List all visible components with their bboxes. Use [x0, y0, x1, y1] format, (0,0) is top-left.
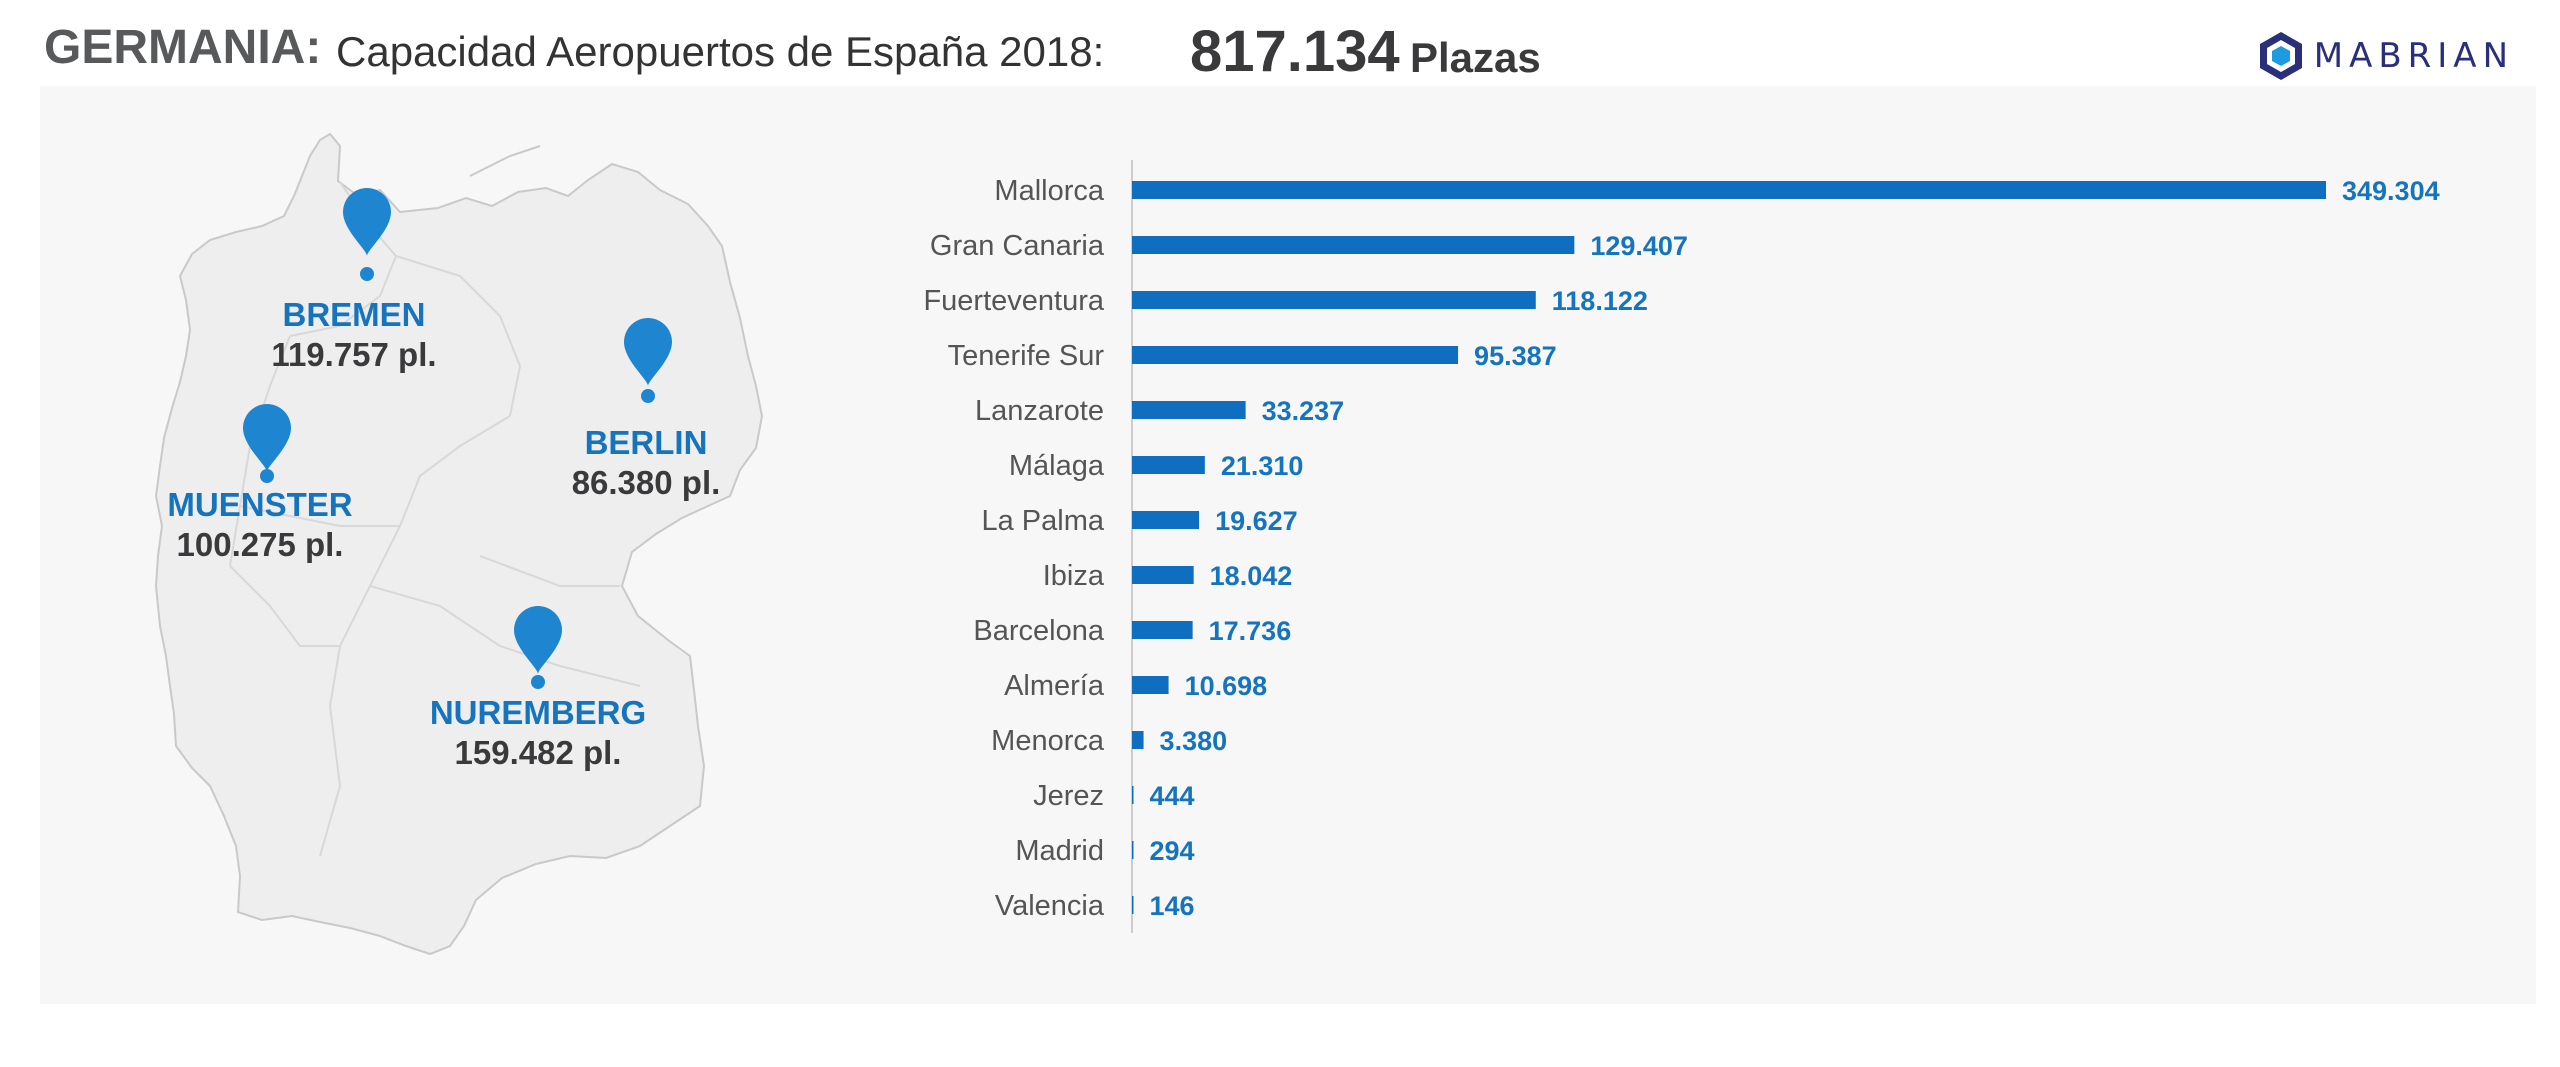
total-capacity: 817.134 [1190, 19, 1400, 84]
total-unit: Plazas [1410, 34, 1541, 81]
category-label: Gran Canaria [930, 230, 1105, 262]
data-label: 3.380 [1160, 726, 1228, 756]
category-label: Menorca [991, 725, 1105, 757]
bar [1132, 566, 1194, 584]
city-name: MUENSTER [167, 486, 353, 523]
bar [1132, 621, 1193, 639]
data-label: 444 [1150, 781, 1195, 811]
data-label: 17.736 [1209, 616, 1292, 646]
city-capacity: 119.757 pl. [271, 336, 437, 373]
germany-outline [154, 132, 764, 956]
city-capacity: 86.380 pl. [571, 464, 721, 501]
germany-map: BREMEN 119.757 pl. BERLIN 86.380 pl. MUE… [40, 86, 800, 1004]
data-label: 294 [1150, 836, 1195, 866]
data-label: 95.387 [1474, 341, 1557, 371]
category-label: Ibiza [1043, 560, 1105, 592]
bar [1132, 511, 1200, 529]
bar [1132, 456, 1205, 474]
category-label: Fuerteventura [923, 285, 1104, 317]
category-label: Barcelona [973, 615, 1104, 647]
city-capacity: 100.275 pl. [176, 526, 344, 563]
country-title: GERMANIA: [44, 21, 322, 74]
category-label: Valencia [995, 890, 1105, 922]
bar [1132, 346, 1459, 364]
city-name: NUREMBERG [429, 694, 647, 731]
bar [1132, 731, 1144, 749]
data-label: 33.237 [1262, 396, 1345, 426]
data-label: 10.698 [1185, 671, 1268, 701]
bar [1132, 181, 2326, 199]
category-label: Tenerife Sur [948, 340, 1105, 372]
city-name: BERLIN [584, 424, 708, 461]
category-label: Almería [1004, 670, 1105, 702]
city-capacity: 159.482 pl. [454, 734, 622, 771]
bar [1132, 896, 1134, 914]
bar [1132, 236, 1575, 254]
bar [1132, 786, 1134, 804]
bar [1132, 401, 1246, 419]
page-subtitle: Capacidad Aeropuertos de España 2018: [336, 28, 1105, 75]
city-name: BREMEN [282, 296, 426, 333]
category-label: Madrid [1015, 835, 1104, 867]
map-pin-icon [514, 606, 562, 689]
data-label: 18.042 [1210, 561, 1293, 591]
data-label: 146 [1150, 891, 1195, 921]
data-label: 21.310 [1221, 451, 1304, 481]
map-pin-icon [243, 404, 291, 483]
category-label: Jerez [1033, 780, 1104, 812]
bar [1132, 841, 1134, 859]
category-label: Mallorca [994, 175, 1104, 207]
brand-logo: MABRIAN [2258, 26, 2514, 86]
data-label: 129.407 [1590, 231, 1688, 261]
category-label: La Palma [981, 505, 1104, 537]
header: GERMANIA: Capacidad Aeropuertos de Españ… [44, 12, 2524, 88]
content-panel: BREMEN 119.757 pl. BERLIN 86.380 pl. MUE… [40, 86, 2536, 1004]
data-label: 349.304 [2342, 176, 2440, 206]
map-pin-icon [343, 188, 391, 281]
data-label: 118.122 [1552, 286, 1648, 316]
capacity-bar-chart: Mallorca 349.304 Gran Canaria 129.407 Fuerte… [923, 160, 2440, 933]
category-label: Málaga [1009, 450, 1105, 482]
bar [1132, 291, 1536, 309]
hexagon-logo-icon [2259, 32, 2302, 80]
data-label: 19.627 [1215, 506, 1298, 536]
category-label: Lanzarote [975, 395, 1104, 427]
map-pin-icon [624, 318, 672, 403]
bar [1132, 676, 1169, 694]
logo-text: MABRIAN [2313, 36, 2514, 76]
